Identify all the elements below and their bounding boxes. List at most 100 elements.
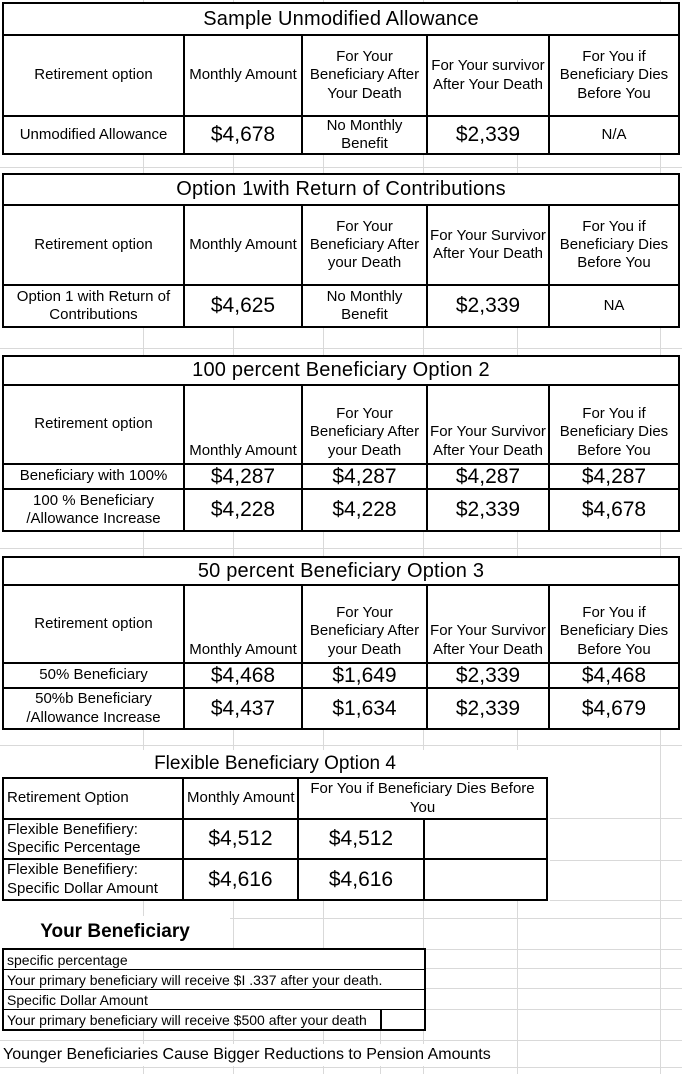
cell: $2,339: [426, 284, 548, 326]
gridline-horizontal: [423, 1009, 682, 1010]
cell: $1,649: [301, 662, 426, 687]
beneficiary-line: Your primary beneficiary will receive $I…: [4, 969, 424, 989]
gridline-horizontal: [423, 988, 682, 989]
gridline-horizontal: [0, 167, 682, 168]
cell: $4,679: [548, 687, 678, 728]
header-cell: For Your Beneficiary After your Death: [301, 384, 426, 463]
header-cell: Retirement option: [4, 34, 183, 115]
gridline-horizontal: [550, 860, 682, 861]
beneficiary-line: specific percentage: [7, 951, 128, 968]
gridline-horizontal: [0, 548, 682, 549]
header-cell: For Your Beneficiary After your Death: [301, 204, 426, 284]
header-cell: Monthly Amount: [183, 204, 301, 284]
header-cell: Retirement option: [4, 384, 183, 463]
cell: 50%b Beneficiary /Allowance Increase: [4, 687, 183, 728]
cell: $4,512: [297, 818, 423, 858]
gridline-horizontal: [423, 968, 682, 969]
table-title: Sample Unmodified Allowance: [203, 7, 479, 30]
cell: $4,228: [301, 488, 426, 530]
cell: $4,625: [183, 284, 301, 326]
gridline-horizontal: [423, 949, 682, 950]
cell: 50% Beneficiary: [4, 662, 183, 687]
section-title-flexible-beneficiary-option-4: Flexible Beneficiary Option 4: [2, 750, 548, 777]
table-flexible-beneficiary-option-4: Retirement Option Monthly Amount For You…: [2, 777, 548, 901]
header-cell: Retirement option: [4, 584, 183, 662]
gridline-vertical: [517, 0, 518, 1074]
table-50-percent-beneficiary-option-3: 50 percent Beneficiary Option 3 Retireme…: [2, 556, 680, 730]
header-cell: Monthly Amount: [183, 34, 301, 115]
gridline-horizontal: [0, 348, 682, 349]
cell: $4,468: [548, 662, 678, 687]
cell: $4,437: [183, 687, 301, 728]
gridline-vertical: [143, 0, 144, 1074]
cell: Beneficiary with 100%: [4, 463, 183, 488]
cell: $1,634: [301, 687, 426, 728]
header-cell: Retirement option: [4, 204, 183, 284]
gridline-vertical: [423, 0, 424, 1074]
cell: $2,339: [426, 115, 548, 153]
header-cell: For You if Beneficiary Dies Before You: [548, 584, 678, 662]
cell: [423, 818, 546, 858]
beneficiary-line: Specific Dollar Amount: [4, 989, 424, 1009]
cell: $2,339: [426, 662, 548, 687]
gridline-vertical: [323, 0, 324, 1074]
table-title: 100 percent Beneficiary Option 2: [192, 359, 490, 382]
header-cell: For Your Survivor After Your Death: [426, 384, 548, 463]
table-100-percent-beneficiary-option-2: 100 percent Beneficiary Option 2 Retirem…: [2, 355, 680, 532]
cell: N/A: [548, 115, 678, 153]
header-cell: For Your Beneficiary After your Death: [301, 584, 426, 662]
gridline-vertical: [660, 0, 661, 1074]
cell-divider: [380, 1010, 382, 1029]
cell: $4,287: [426, 463, 548, 488]
header-cell: For Your survivor After Your Death: [426, 34, 548, 115]
cell: $4,468: [183, 662, 301, 687]
cell: [423, 858, 546, 899]
cell: Flexible Benefifiery: Specific Dollar Am…: [4, 858, 182, 899]
cell: No Monthly Benefit: [301, 115, 426, 153]
cell: Flexible Benefifiery: Specific Percentag…: [4, 818, 182, 858]
cell: 100 % Beneficiary /Allowance Increase: [4, 488, 183, 530]
header-cell: For You if Beneficiary Dies Before You: [548, 34, 678, 115]
cell: $4,616: [182, 858, 297, 899]
cell: $4,287: [183, 463, 301, 488]
header-cell: Monthly Amount: [183, 584, 301, 662]
table-title: 50 percent Beneficiary Option 3: [197, 559, 485, 582]
gridline-horizontal: [550, 900, 682, 901]
header-cell: For You if Beneficiary Dies Before You: [548, 384, 678, 463]
header-cell: For Your Survivor After Your Death: [426, 584, 548, 662]
header-cell: For Your Survivor After Your Death: [426, 204, 548, 284]
footnote: Younger Beneficiaries Cause Bigger Reduc…: [3, 1044, 497, 1066]
cell: $4,678: [548, 488, 678, 530]
gridline-horizontal: [0, 745, 682, 746]
cell: $4,512: [182, 818, 297, 858]
table-option-1-return-of-contributions: Option 1with Return of Contributions Ret…: [2, 173, 680, 328]
table-title: Option 1with Return of Contributions: [176, 178, 506, 201]
header-cell: For You if Beneficiary Dies Before You: [548, 204, 678, 284]
cell: $4,287: [548, 463, 678, 488]
header-cell: For You if Beneficiary Dies Before You: [297, 779, 546, 818]
header-cell: Retirement Option: [7, 789, 129, 807]
table-sample-unmodified-allowance: Sample Unmodified Allowance Retirement o…: [2, 2, 680, 155]
header-cell: Monthly Amount: [182, 779, 297, 818]
cell: $4,228: [183, 488, 301, 530]
gridline-vertical: [233, 0, 234, 1074]
your-beneficiary-box: specific percentage Your primary benefic…: [2, 948, 426, 1031]
cell: No Monthly Benefit: [301, 284, 426, 326]
cell: $4,287: [301, 463, 426, 488]
cell: $4,616: [297, 858, 423, 899]
cell: Option 1 with Return of Contributions: [4, 284, 183, 326]
header-cell: Monthly Amount: [183, 384, 301, 463]
header-cell: For Your Beneficiary After Your Death: [301, 34, 426, 115]
cell: NA: [548, 284, 678, 326]
gridline-horizontal: [0, 918, 682, 919]
gridline-horizontal: [0, 1067, 682, 1068]
cell: $2,339: [426, 488, 548, 530]
cell: Unmodified Allowance: [4, 115, 183, 153]
section-title-your-beneficiary: Your Beneficiary: [0, 916, 230, 948]
gridline-horizontal: [550, 818, 682, 819]
gridline-horizontal: [0, 1040, 682, 1041]
beneficiary-line-text: Your primary beneficiary will receive $5…: [7, 1011, 367, 1028]
cell: $4,678: [183, 115, 301, 153]
beneficiary-line: Your primary beneficiary will receive $5…: [4, 1009, 424, 1029]
